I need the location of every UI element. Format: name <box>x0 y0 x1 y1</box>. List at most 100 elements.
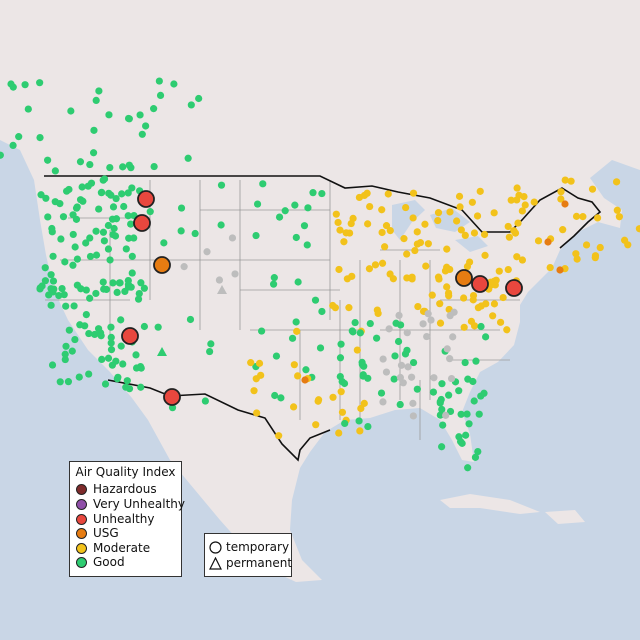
good-monitor <box>186 315 195 324</box>
moderate-monitor <box>329 393 337 401</box>
moderate-monitor <box>378 228 386 237</box>
moderate-monitor <box>443 245 451 253</box>
moderate-monitor <box>312 421 320 429</box>
moderate-monitor <box>470 229 479 237</box>
no-data-monitor <box>446 355 454 363</box>
good-monitor <box>72 204 81 212</box>
moderate-monitor <box>378 206 386 214</box>
legend-label: temporary <box>226 540 290 554</box>
good-monitor <box>109 279 117 287</box>
no-data-monitor <box>409 412 417 420</box>
good-monitor <box>44 156 52 164</box>
good-monitor <box>99 228 108 236</box>
good-monitor <box>336 354 345 362</box>
moderate-monitor <box>293 327 301 335</box>
good-monitor <box>120 202 128 211</box>
moderate-monitor <box>356 427 364 435</box>
good-monitor <box>63 187 71 195</box>
moderate-monitor <box>461 231 469 240</box>
moderate-monitor <box>400 235 408 243</box>
moderate-monitor <box>389 275 397 283</box>
good-monitor <box>259 180 267 188</box>
good-monitor <box>271 391 279 400</box>
moderate-monitor <box>557 195 565 203</box>
usg-monitor <box>556 266 564 274</box>
good-monitor <box>124 212 132 220</box>
good-monitor <box>474 447 482 456</box>
moderate-monitor <box>513 196 521 204</box>
good-monitor <box>438 443 446 451</box>
moderate-monitor <box>411 246 419 255</box>
good-monitor <box>292 318 300 326</box>
good-monitor <box>49 252 57 260</box>
good-monitor <box>336 373 344 381</box>
moderate-monitor <box>366 202 374 211</box>
moderate-monitor <box>360 191 369 200</box>
legend-item-hazardous: Hazardous <box>76 482 157 496</box>
usg-monitor <box>561 200 569 208</box>
good-monitor <box>124 114 133 123</box>
moderate-monitor <box>436 319 445 327</box>
good-monitor <box>91 330 99 339</box>
good-monitor <box>128 252 136 260</box>
good-monitor <box>191 229 199 238</box>
moderate-monitor <box>460 323 468 331</box>
good-monitor <box>269 280 278 288</box>
moderate-monitor <box>353 346 361 354</box>
good-monitor <box>140 284 148 292</box>
temporary-monitor <box>455 269 473 287</box>
legend-label: Good <box>93 555 125 569</box>
moderate-monitor <box>360 399 368 407</box>
no-data-monitor <box>443 345 451 353</box>
moderate-monitor <box>504 222 512 231</box>
good-monitor <box>390 375 398 383</box>
legend-item-usg: USG <box>76 526 119 540</box>
good-monitor <box>98 355 106 363</box>
good-monitor <box>100 237 108 245</box>
monitor-markers <box>0 77 640 472</box>
good-monitor <box>364 422 372 431</box>
good-monitor <box>206 347 214 356</box>
good-monitor <box>100 285 108 293</box>
good-monitor <box>77 285 85 293</box>
good-monitor <box>82 310 90 319</box>
good-monitor <box>125 385 134 393</box>
moderate-monitor <box>546 263 554 272</box>
swatch-unhealthy <box>76 513 87 525</box>
good-monitor <box>86 160 94 169</box>
good-monitor <box>294 278 302 286</box>
good-monitor <box>119 163 127 171</box>
good-monitor <box>340 379 349 388</box>
legend-label: permanent <box>226 556 293 570</box>
moderate-monitor <box>473 212 482 220</box>
good-monitor <box>94 325 103 333</box>
good-monitor <box>48 224 56 233</box>
no-data-monitor <box>231 270 239 278</box>
temporary-monitor <box>163 388 181 406</box>
moderate-monitor <box>382 222 391 230</box>
good-monitor <box>90 126 98 134</box>
moderate-monitor <box>290 361 298 369</box>
good-monitor <box>462 431 470 439</box>
no-data-monitor <box>424 310 432 318</box>
good-monitor <box>61 258 69 266</box>
good-monitor <box>150 162 158 171</box>
moderate-monitor <box>335 265 343 274</box>
good-monitor <box>122 245 130 253</box>
good-monitor <box>86 252 95 261</box>
monitor-type-legend: temporary permanent <box>204 533 292 577</box>
good-monitor <box>112 194 120 203</box>
moderate-monitor <box>579 213 587 221</box>
good-monitor <box>70 302 78 310</box>
good-monitor <box>258 327 266 335</box>
no-data-monitor <box>404 363 412 371</box>
moderate-monitor <box>345 304 353 312</box>
moderate-monitor <box>635 225 640 233</box>
good-monitor <box>105 189 113 197</box>
legend-item-unhealthy: Unhealthy <box>76 512 154 526</box>
moderate-monitor <box>460 294 468 302</box>
moderate-monitor <box>489 312 497 320</box>
good-monitor <box>252 231 260 240</box>
moderate-monitor <box>329 301 337 310</box>
moderate-monitor <box>513 184 521 192</box>
